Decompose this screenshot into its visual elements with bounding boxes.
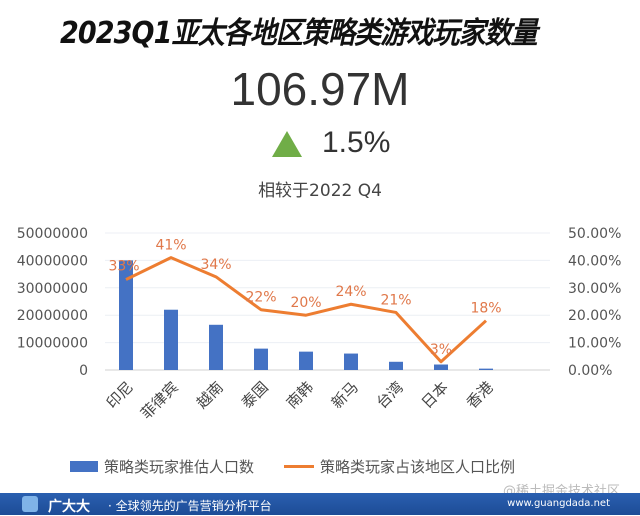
y-left-tick: 50000000 <box>17 226 88 242</box>
change-value: 1.5% <box>322 126 391 159</box>
y-right-tick: 30.00% <box>568 281 621 297</box>
bar <box>119 260 133 370</box>
y-left-tick: 10000000 <box>17 336 88 352</box>
brand: 广大大 <box>48 499 90 515</box>
y-right-tick: 10.00% <box>568 336 621 352</box>
data-label: 3% <box>430 342 452 358</box>
data-label: 20% <box>290 295 321 311</box>
x-tick: 南韩 <box>283 378 317 412</box>
url: www.guangdada.net <box>507 498 610 509</box>
x-tick: 菲律宾 <box>137 378 182 423</box>
legend-swatch-line <box>284 465 315 468</box>
y-right-tick: 50.00% <box>568 226 621 242</box>
data-label: 33% <box>108 259 139 275</box>
chart-title: 2023Q1亚太各地区策略类游戏玩家数量 <box>60 16 538 51</box>
data-label: 24% <box>335 284 366 300</box>
slogan: · 全球领先的广告营销分析平台 <box>108 499 272 513</box>
legend-swatch-bar <box>70 461 98 472</box>
bar <box>209 324 223 370</box>
total-value: 106.97M <box>230 63 410 115</box>
data-label: 21% <box>380 292 411 308</box>
x-tick: 台湾 <box>373 378 407 412</box>
data-label: 41% <box>155 238 186 254</box>
bar <box>479 368 493 370</box>
bar <box>299 351 313 370</box>
footer: 广大大 · 全球领先的广告营销分析平台 www.guangdada.net <box>0 493 640 515</box>
y-left-tick: 20000000 <box>17 308 88 324</box>
bar <box>434 364 448 370</box>
comparison-label: 相较于2022 Q4 <box>258 181 382 201</box>
data-label: 18% <box>470 301 501 317</box>
data-label: 22% <box>245 290 276 306</box>
legend: 策略类玩家推估人口数 策略类玩家占该地区人口比例 <box>70 456 515 477</box>
data-label: 34% <box>200 257 231 273</box>
y-right-tick: 20.00% <box>568 308 621 324</box>
bar <box>344 353 358 370</box>
y-right-tick: 40.00% <box>568 253 621 269</box>
x-tick: 越南 <box>193 378 227 412</box>
x-tick: 泰国 <box>238 378 272 412</box>
y-right-tick: 0.00% <box>568 363 612 379</box>
line-series <box>125 256 488 364</box>
x-tick: 新马 <box>328 378 362 412</box>
legend-label: 策略类玩家推估人口数 <box>104 458 255 476</box>
x-tick: 香港 <box>463 378 497 412</box>
x-tick: 印尼 <box>103 378 137 412</box>
bar <box>254 348 268 370</box>
y-left-tick: 40000000 <box>17 253 88 269</box>
legend-label: 策略类玩家占该地区人口比例 <box>320 458 516 476</box>
up-triangle-icon <box>272 131 302 157</box>
bar <box>389 361 403 370</box>
y-left-tick: 0 <box>79 363 88 379</box>
chart: 0 0.00% 10000000 10.00% 20000000 20.00% 300000… <box>17 226 622 423</box>
y-left-tick: 30000000 <box>17 281 88 297</box>
x-tick: 日本 <box>418 378 452 412</box>
logo-icon <box>22 496 38 512</box>
bar <box>164 309 178 370</box>
